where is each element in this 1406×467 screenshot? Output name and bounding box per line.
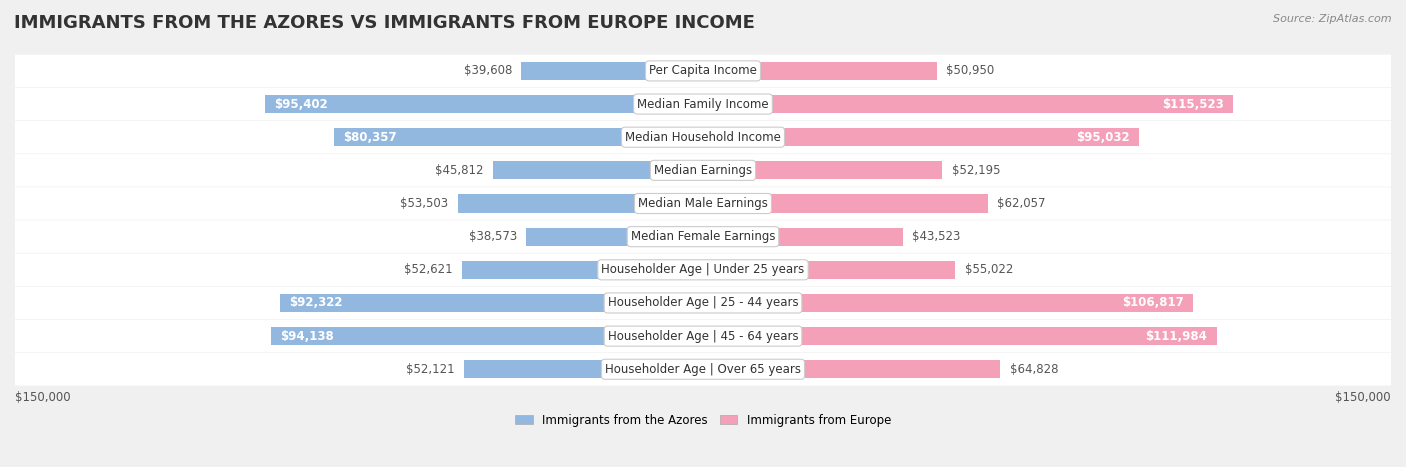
Bar [703,161,942,179]
Text: $150,000: $150,000 [15,391,70,404]
Text: $111,984: $111,984 [1146,330,1208,343]
Bar [703,261,955,279]
Text: $52,195: $52,195 [952,164,1000,177]
FancyBboxPatch shape [15,88,1391,120]
Bar [703,227,903,246]
Bar [703,95,1233,113]
Text: Householder Age | Under 25 years: Householder Age | Under 25 years [602,263,804,276]
Bar [280,294,703,312]
Text: IMMIGRANTS FROM THE AZORES VS IMMIGRANTS FROM EUROPE INCOME: IMMIGRANTS FROM THE AZORES VS IMMIGRANTS… [14,14,755,32]
FancyBboxPatch shape [15,220,1391,253]
Bar [703,128,1139,146]
Bar [703,62,936,80]
Bar [464,360,703,378]
Text: $106,817: $106,817 [1122,297,1184,310]
FancyBboxPatch shape [15,320,1391,353]
Text: Median Female Earnings: Median Female Earnings [631,230,775,243]
Text: Median Male Earnings: Median Male Earnings [638,197,768,210]
Text: $95,402: $95,402 [274,98,329,111]
FancyBboxPatch shape [15,254,1391,286]
Text: $39,608: $39,608 [464,64,512,78]
Text: Householder Age | 45 - 64 years: Householder Age | 45 - 64 years [607,330,799,343]
Text: $92,322: $92,322 [288,297,342,310]
Bar [457,194,703,212]
Bar [703,327,1216,345]
Text: $94,138: $94,138 [280,330,335,343]
Bar [703,360,1000,378]
FancyBboxPatch shape [15,353,1391,386]
FancyBboxPatch shape [15,121,1391,154]
Text: Median Earnings: Median Earnings [654,164,752,177]
Text: Householder Age | Over 65 years: Householder Age | Over 65 years [605,363,801,376]
Text: $64,828: $64,828 [1010,363,1059,376]
Legend: Immigrants from the Azores, Immigrants from Europe: Immigrants from the Azores, Immigrants f… [510,409,896,432]
Text: Per Capita Income: Per Capita Income [650,64,756,78]
Text: $55,022: $55,022 [965,263,1012,276]
FancyBboxPatch shape [15,154,1391,187]
Text: Median Family Income: Median Family Income [637,98,769,111]
Text: $50,950: $50,950 [946,64,994,78]
Text: Source: ZipAtlas.com: Source: ZipAtlas.com [1274,14,1392,24]
Bar [494,161,703,179]
Text: Median Household Income: Median Household Income [626,131,780,144]
Bar [335,128,703,146]
Text: $115,523: $115,523 [1161,98,1223,111]
Text: $62,057: $62,057 [997,197,1045,210]
Bar [526,227,703,246]
Text: Householder Age | 25 - 44 years: Householder Age | 25 - 44 years [607,297,799,310]
Text: $45,812: $45,812 [436,164,484,177]
FancyBboxPatch shape [15,187,1391,220]
Bar [266,95,703,113]
FancyBboxPatch shape [15,287,1391,319]
Text: $38,573: $38,573 [468,230,517,243]
Bar [703,294,1192,312]
Bar [703,194,987,212]
Text: $53,503: $53,503 [401,197,449,210]
Text: $52,121: $52,121 [406,363,454,376]
Bar [522,62,703,80]
Bar [271,327,703,345]
Text: $43,523: $43,523 [912,230,960,243]
Text: $80,357: $80,357 [343,131,398,144]
Text: $52,621: $52,621 [404,263,453,276]
Bar [461,261,703,279]
FancyBboxPatch shape [15,55,1391,87]
Text: $95,032: $95,032 [1076,131,1129,144]
Text: $150,000: $150,000 [1336,391,1391,404]
